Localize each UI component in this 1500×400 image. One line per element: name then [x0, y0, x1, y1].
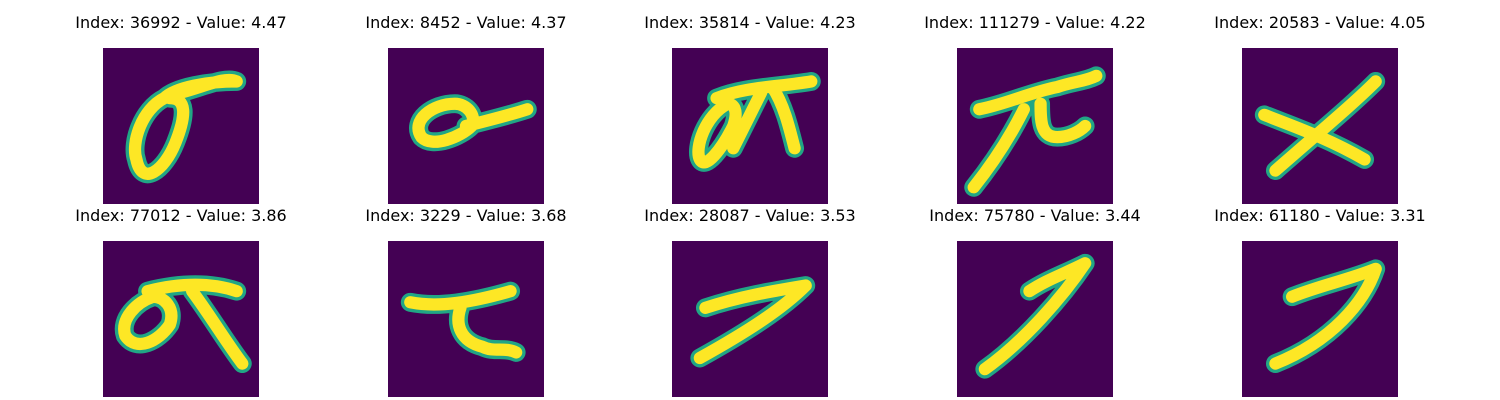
panel-title: Index: 111279 - Value: 4.22 — [924, 13, 1146, 32]
panel-title: Index: 20583 - Value: 4.05 — [1214, 13, 1426, 32]
panel-title: Index: 36992 - Value: 4.47 — [75, 13, 287, 32]
glyph-image — [672, 48, 828, 204]
glyph-image — [103, 241, 259, 397]
panel-title: Index: 35814 - Value: 4.23 — [644, 13, 856, 32]
glyph-image — [1242, 241, 1398, 397]
glyph-image — [388, 241, 544, 397]
glyph-image — [957, 48, 1113, 204]
panel-2: Index: 8452 - Value: 4.37 — [365, 12, 567, 204]
glyph-image — [103, 48, 259, 204]
panel-3: Index: 35814 - Value: 4.23 — [644, 12, 856, 204]
glyph-image — [1242, 48, 1398, 204]
panel-title: Index: 28087 - Value: 3.53 — [644, 206, 856, 225]
panel-5: Index: 20583 - Value: 4.05 — [1214, 12, 1426, 204]
panel-title: Index: 8452 - Value: 4.37 — [365, 13, 567, 32]
panel-4: Index: 111279 - Value: 4.22 — [924, 12, 1146, 204]
panel-9: Index: 75780 - Value: 3.44 — [929, 205, 1141, 397]
panel-7: Index: 3229 - Value: 3.68 — [365, 205, 567, 397]
panel-title: Index: 3229 - Value: 3.68 — [365, 206, 567, 225]
glyph-image — [957, 241, 1113, 397]
panel-title: Index: 77012 - Value: 3.86 — [75, 206, 287, 225]
panel-1: Index: 36992 - Value: 4.47 — [75, 12, 287, 204]
panel-title: Index: 75780 - Value: 3.44 — [929, 206, 1141, 225]
panel-title: Index: 61180 - Value: 3.31 — [1214, 206, 1426, 225]
panel-10: Index: 61180 - Value: 3.31 — [1214, 205, 1426, 397]
glyph-image — [388, 48, 544, 204]
glyph-image — [672, 241, 828, 397]
panel-6: Index: 77012 - Value: 3.86 — [75, 205, 287, 397]
panel-8: Index: 28087 - Value: 3.53 — [644, 205, 856, 397]
